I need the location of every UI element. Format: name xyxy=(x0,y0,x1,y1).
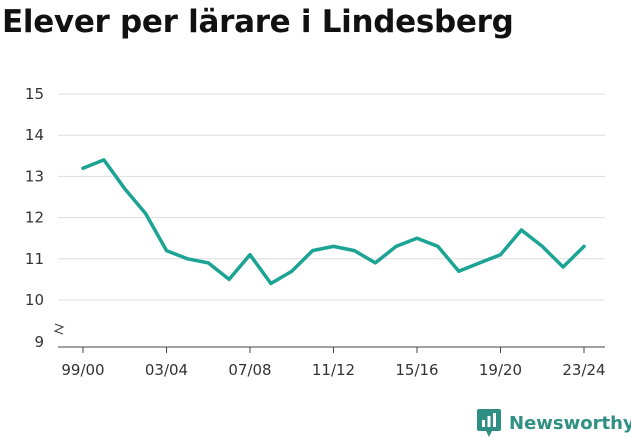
brand-name: Newsworthy xyxy=(509,412,631,434)
series-layer xyxy=(81,158,586,286)
y-axis-break-icon xyxy=(53,323,65,335)
y-axis-ticks: 9 10 11 12 13 14 15 xyxy=(25,85,44,351)
chart-title: Elever per lärare i Lindesberg xyxy=(2,4,514,40)
x-tick-label: 99/00 xyxy=(61,361,104,379)
x-tick-label: 03/04 xyxy=(145,361,188,379)
gridlines xyxy=(58,93,605,301)
y-tick-label: 11 xyxy=(25,250,44,268)
x-axis xyxy=(53,323,605,348)
x-tick-label: 15/16 xyxy=(395,361,438,379)
x-tick-label: 19/20 xyxy=(479,361,522,379)
series-line xyxy=(81,158,586,286)
y-tick-label: 14 xyxy=(25,126,44,144)
x-tick-label: 07/08 xyxy=(228,361,271,379)
newsworthy-logo-icon xyxy=(477,409,501,437)
newsworthy-logo: Newsworthy xyxy=(476,408,631,438)
x-axis-ticks: 99/00 03/04 07/08 11/12 15/16 19/20 23/24 xyxy=(61,347,606,379)
x-tick-label: 23/24 xyxy=(562,361,605,379)
y-tick-label: 10 xyxy=(25,291,44,309)
y-tick-label: 13 xyxy=(25,167,44,185)
y-tick-label: 15 xyxy=(25,85,44,103)
y-tick-label: 9 xyxy=(34,333,44,351)
y-tick-label: 12 xyxy=(25,209,44,227)
x-tick-label: 11/12 xyxy=(312,361,355,379)
